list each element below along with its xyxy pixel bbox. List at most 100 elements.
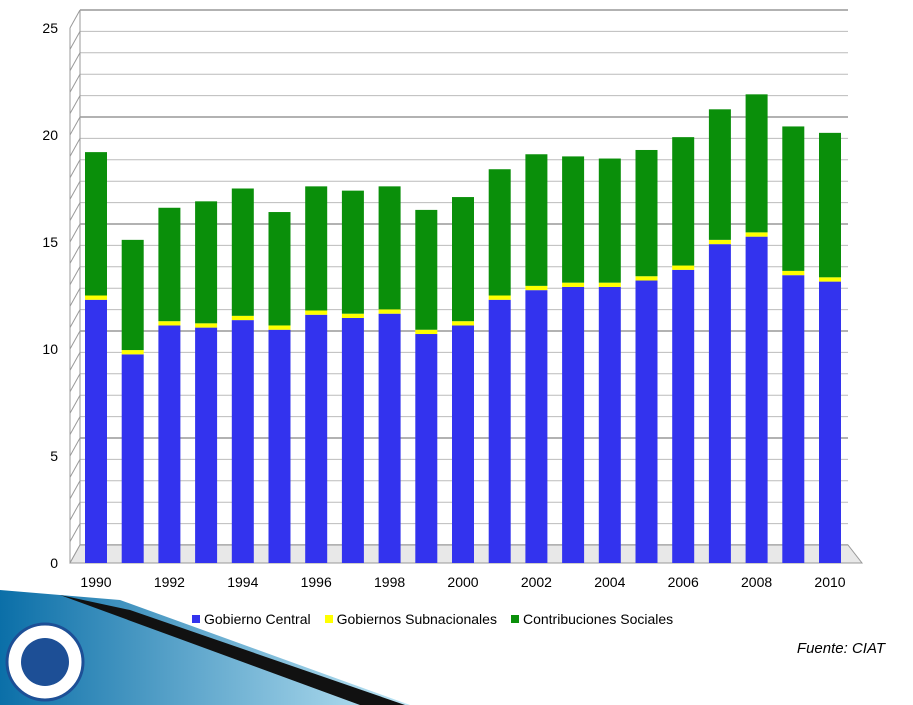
gridline-side	[69, 309, 81, 328]
gridline-side	[69, 245, 81, 264]
gridline-side	[69, 437, 81, 457]
chart-legend: Gobierno Central Gobiernos Subnacionales…	[192, 611, 673, 627]
bar-segment-contribuciones-sociales	[85, 152, 107, 296]
bar-segment-gobierno-central	[525, 290, 548, 563]
black-swoosh	[60, 595, 405, 705]
gridline-side	[69, 352, 81, 371]
bar-segment-gobiernos-subnacionales	[598, 282, 621, 287]
bar-segment-gobiernos-subnacionales	[782, 270, 805, 276]
x-tick-label: 2000	[447, 574, 478, 590]
bar-segment-gobiernos-subnacionales	[708, 239, 731, 245]
gridline-side	[69, 416, 81, 435]
bar-segment-gobierno-central	[488, 299, 511, 563]
bar-segment-gobiernos-subnacionales	[745, 232, 768, 237]
bar-segment-gobierno-central	[635, 280, 658, 563]
bar-segment-gobiernos-subnacionales	[121, 350, 144, 355]
bar-segment-contribuciones-sociales	[819, 132, 841, 278]
legend-swatch	[324, 615, 333, 623]
y-tick-label: 0	[50, 555, 58, 571]
bar-segment-contribuciones-sociales	[598, 158, 621, 283]
y-tick-label: 20	[42, 127, 58, 143]
gridline-side	[69, 73, 81, 93]
gridline-side	[69, 459, 81, 478]
bar-segment-gobierno-central	[85, 299, 107, 563]
bar-segment-gobierno-central	[231, 320, 254, 563]
x-tick-label: 1994	[227, 574, 258, 590]
y-tick-label: 5	[50, 448, 58, 464]
bar-segment-contribuciones-sociales	[672, 137, 695, 266]
gridline-side	[69, 138, 81, 157]
bar-segment-gobiernos-subnacionales	[158, 321, 181, 326]
bar-segment-gobierno-central	[305, 314, 328, 563]
gridline-side	[69, 202, 81, 221]
bar-segment-gobiernos-subnacionales	[635, 276, 658, 281]
bar-segment-contribuciones-sociales	[268, 212, 291, 326]
x-tick-label: 2002	[521, 574, 552, 590]
bar-segment-gobierno-central	[415, 334, 438, 563]
bar-segment-gobierno-central	[378, 313, 401, 563]
bar-segment-contribuciones-sociales	[488, 169, 511, 296]
legend-item-gobiernos-subnacionales: Gobiernos Subnacionales	[324, 611, 497, 627]
gridline-side	[69, 287, 81, 307]
bar-segment-contribuciones-sociales	[231, 188, 254, 316]
gridline-side	[69, 95, 81, 114]
x-tick-label: 2006	[668, 574, 699, 590]
bar-segment-gobiernos-subnacionales	[819, 277, 841, 282]
bar-segment-gobiernos-subnacionales	[378, 309, 401, 314]
bar-segment-contribuciones-sociales	[745, 94, 768, 233]
bar-segment-gobierno-central	[195, 327, 218, 563]
bar-segment-gobiernos-subnacionales	[452, 321, 474, 326]
legend-swatch	[510, 615, 519, 623]
y-tick-label: 25	[42, 20, 58, 36]
legend-swatch	[192, 615, 200, 623]
bar-segment-contribuciones-sociales	[562, 156, 585, 283]
bar-segment-gobierno-central	[598, 286, 621, 563]
bar-segment-contribuciones-sociales	[635, 149, 658, 277]
bar-segment-gobierno-central	[672, 269, 695, 563]
bar-segment-gobierno-central	[121, 354, 144, 563]
bar-segment-gobiernos-subnacionales	[195, 323, 218, 328]
bar-segment-gobiernos-subnacionales	[525, 285, 548, 291]
gridline-side	[69, 223, 81, 243]
bar-segment-contribuciones-sociales	[415, 209, 438, 330]
bar-segment-gobierno-central	[158, 325, 181, 563]
bar-segment-gobierno-central	[745, 236, 768, 563]
ciat-logo-inner	[21, 638, 69, 686]
x-tick-label: 2010	[814, 574, 845, 590]
bar-segment-gobierno-central	[341, 317, 364, 563]
bar-segment-gobiernos-subnacionales	[341, 313, 364, 318]
slide-decoration	[0, 590, 410, 705]
bar-segment-contribuciones-sociales	[121, 239, 144, 351]
bar-segment-gobierno-central	[562, 286, 585, 563]
legend-item-gobierno-central: Gobierno Central	[192, 611, 311, 627]
source-note: Fuente: CIAT	[796, 640, 885, 657]
gridline-side	[69, 159, 81, 179]
gridline-side	[69, 266, 81, 286]
x-tick-label: 1998	[374, 574, 405, 590]
gridline-side	[69, 52, 81, 72]
x-tick-label: 2004	[594, 574, 625, 590]
bar-segment-gobiernos-subnacionales	[231, 315, 254, 321]
bar-segment-gobiernos-subnacionales	[85, 295, 107, 300]
bar-segment-contribuciones-sociales	[708, 109, 731, 240]
legend-label: Gobiernos Subnacionales	[336, 611, 497, 627]
gridline-side	[69, 523, 81, 542]
bar-segment-contribuciones-sociales	[782, 126, 805, 271]
gridline-side	[69, 373, 81, 393]
bar-segment-gobiernos-subnacionales	[672, 265, 695, 270]
bar-segment-contribuciones-sociales	[452, 197, 474, 322]
legend-label: Contribuciones Sociales	[522, 611, 674, 627]
bar-segment-contribuciones-sociales	[378, 186, 401, 310]
y-tick-label: 15	[42, 234, 58, 250]
legend-label: Gobierno Central	[204, 611, 311, 627]
gridline-side	[69, 480, 81, 500]
bar-segment-gobiernos-subnacionales	[415, 329, 438, 335]
gridline-side	[69, 180, 81, 200]
y-tick-label: 10	[42, 341, 58, 357]
gridline-side	[69, 31, 81, 50]
bar-segment-gobierno-central	[708, 244, 731, 563]
bar-segment-contribuciones-sociales	[341, 190, 364, 314]
gridline-side	[69, 9, 81, 29]
bar-segment-gobiernos-subnacionales	[488, 295, 511, 300]
bar-segment-gobierno-central	[782, 275, 805, 563]
